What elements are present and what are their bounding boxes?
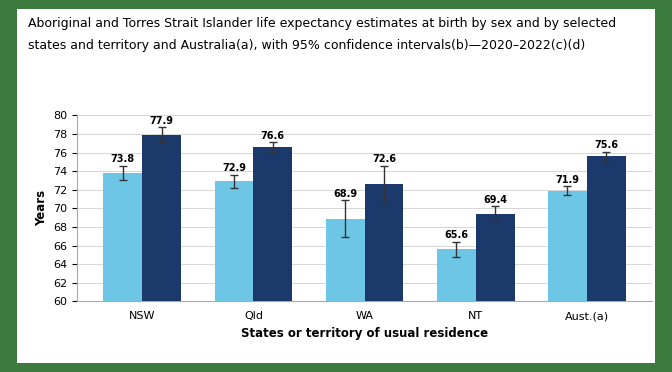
Text: 72.6: 72.6 [372,154,396,164]
Bar [476,214,515,301]
Bar [437,249,476,301]
Bar [326,218,364,301]
Text: 73.8: 73.8 [111,154,135,164]
Bar [103,173,142,301]
Bar [587,156,626,301]
Text: 69.4: 69.4 [483,195,507,205]
Text: Aboriginal and Torres Strait Islander life expectancy estimates at birth by sex : Aboriginal and Torres Strait Islander li… [28,17,616,30]
Text: states and territory and Australia(a), with 95% confidence intervals(b)—2020–202: states and territory and Australia(a), w… [28,39,585,52]
Text: 75.6: 75.6 [594,140,618,150]
Text: 65.6: 65.6 [444,230,468,240]
Text: 68.9: 68.9 [333,189,358,199]
Bar [364,184,403,301]
X-axis label: States or territory of usual residence: States or territory of usual residence [241,327,488,340]
Bar [253,147,292,301]
Bar [214,181,253,301]
Y-axis label: Years: Years [35,190,48,227]
Bar [142,135,181,301]
Text: 76.6: 76.6 [261,131,285,141]
Text: 71.9: 71.9 [555,174,579,185]
Text: 72.9: 72.9 [222,163,246,173]
Bar [548,190,587,301]
Text: 77.9: 77.9 [150,116,174,126]
